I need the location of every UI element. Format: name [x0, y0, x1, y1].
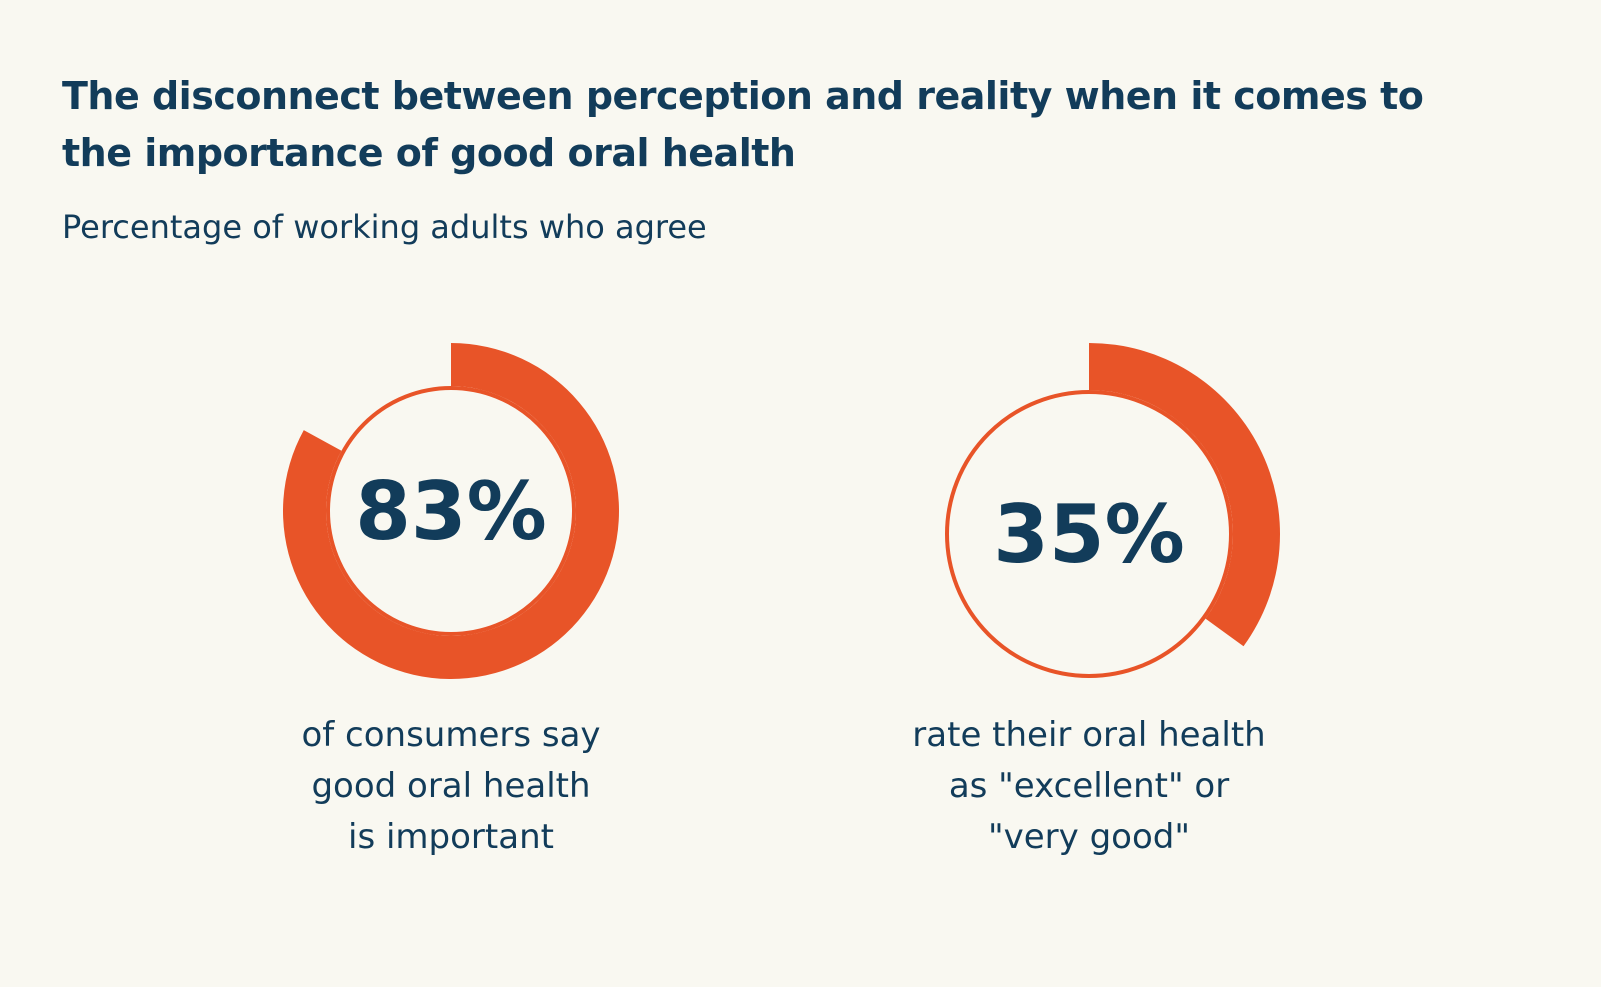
- chart-subtitle: Percentage of working adults who agree: [62, 208, 707, 246]
- caption-1: of consumers say good oral health is imp…: [221, 710, 681, 863]
- caption-2-line: rate their oral health: [912, 715, 1266, 755]
- donut-value-label-1: 83%: [355, 465, 546, 558]
- donut-value-label-2: 35%: [993, 488, 1184, 581]
- donut-inner-ring-2: [945, 390, 1233, 678]
- caption-2: rate their oral health as "excellent" or…: [859, 710, 1319, 863]
- chart-title: The disconnect between perception and re…: [62, 74, 1424, 175]
- caption-1-line: of consumers say: [301, 715, 601, 755]
- caption-1-line: is important: [348, 817, 554, 857]
- caption-2-line: "very good": [988, 817, 1190, 857]
- donut-inner-ring-1: [326, 386, 576, 636]
- caption-1-line: good oral health: [311, 766, 591, 806]
- donut-arc-2: [1089, 343, 1281, 647]
- caption-2-line: as "excellent" or: [948, 766, 1230, 806]
